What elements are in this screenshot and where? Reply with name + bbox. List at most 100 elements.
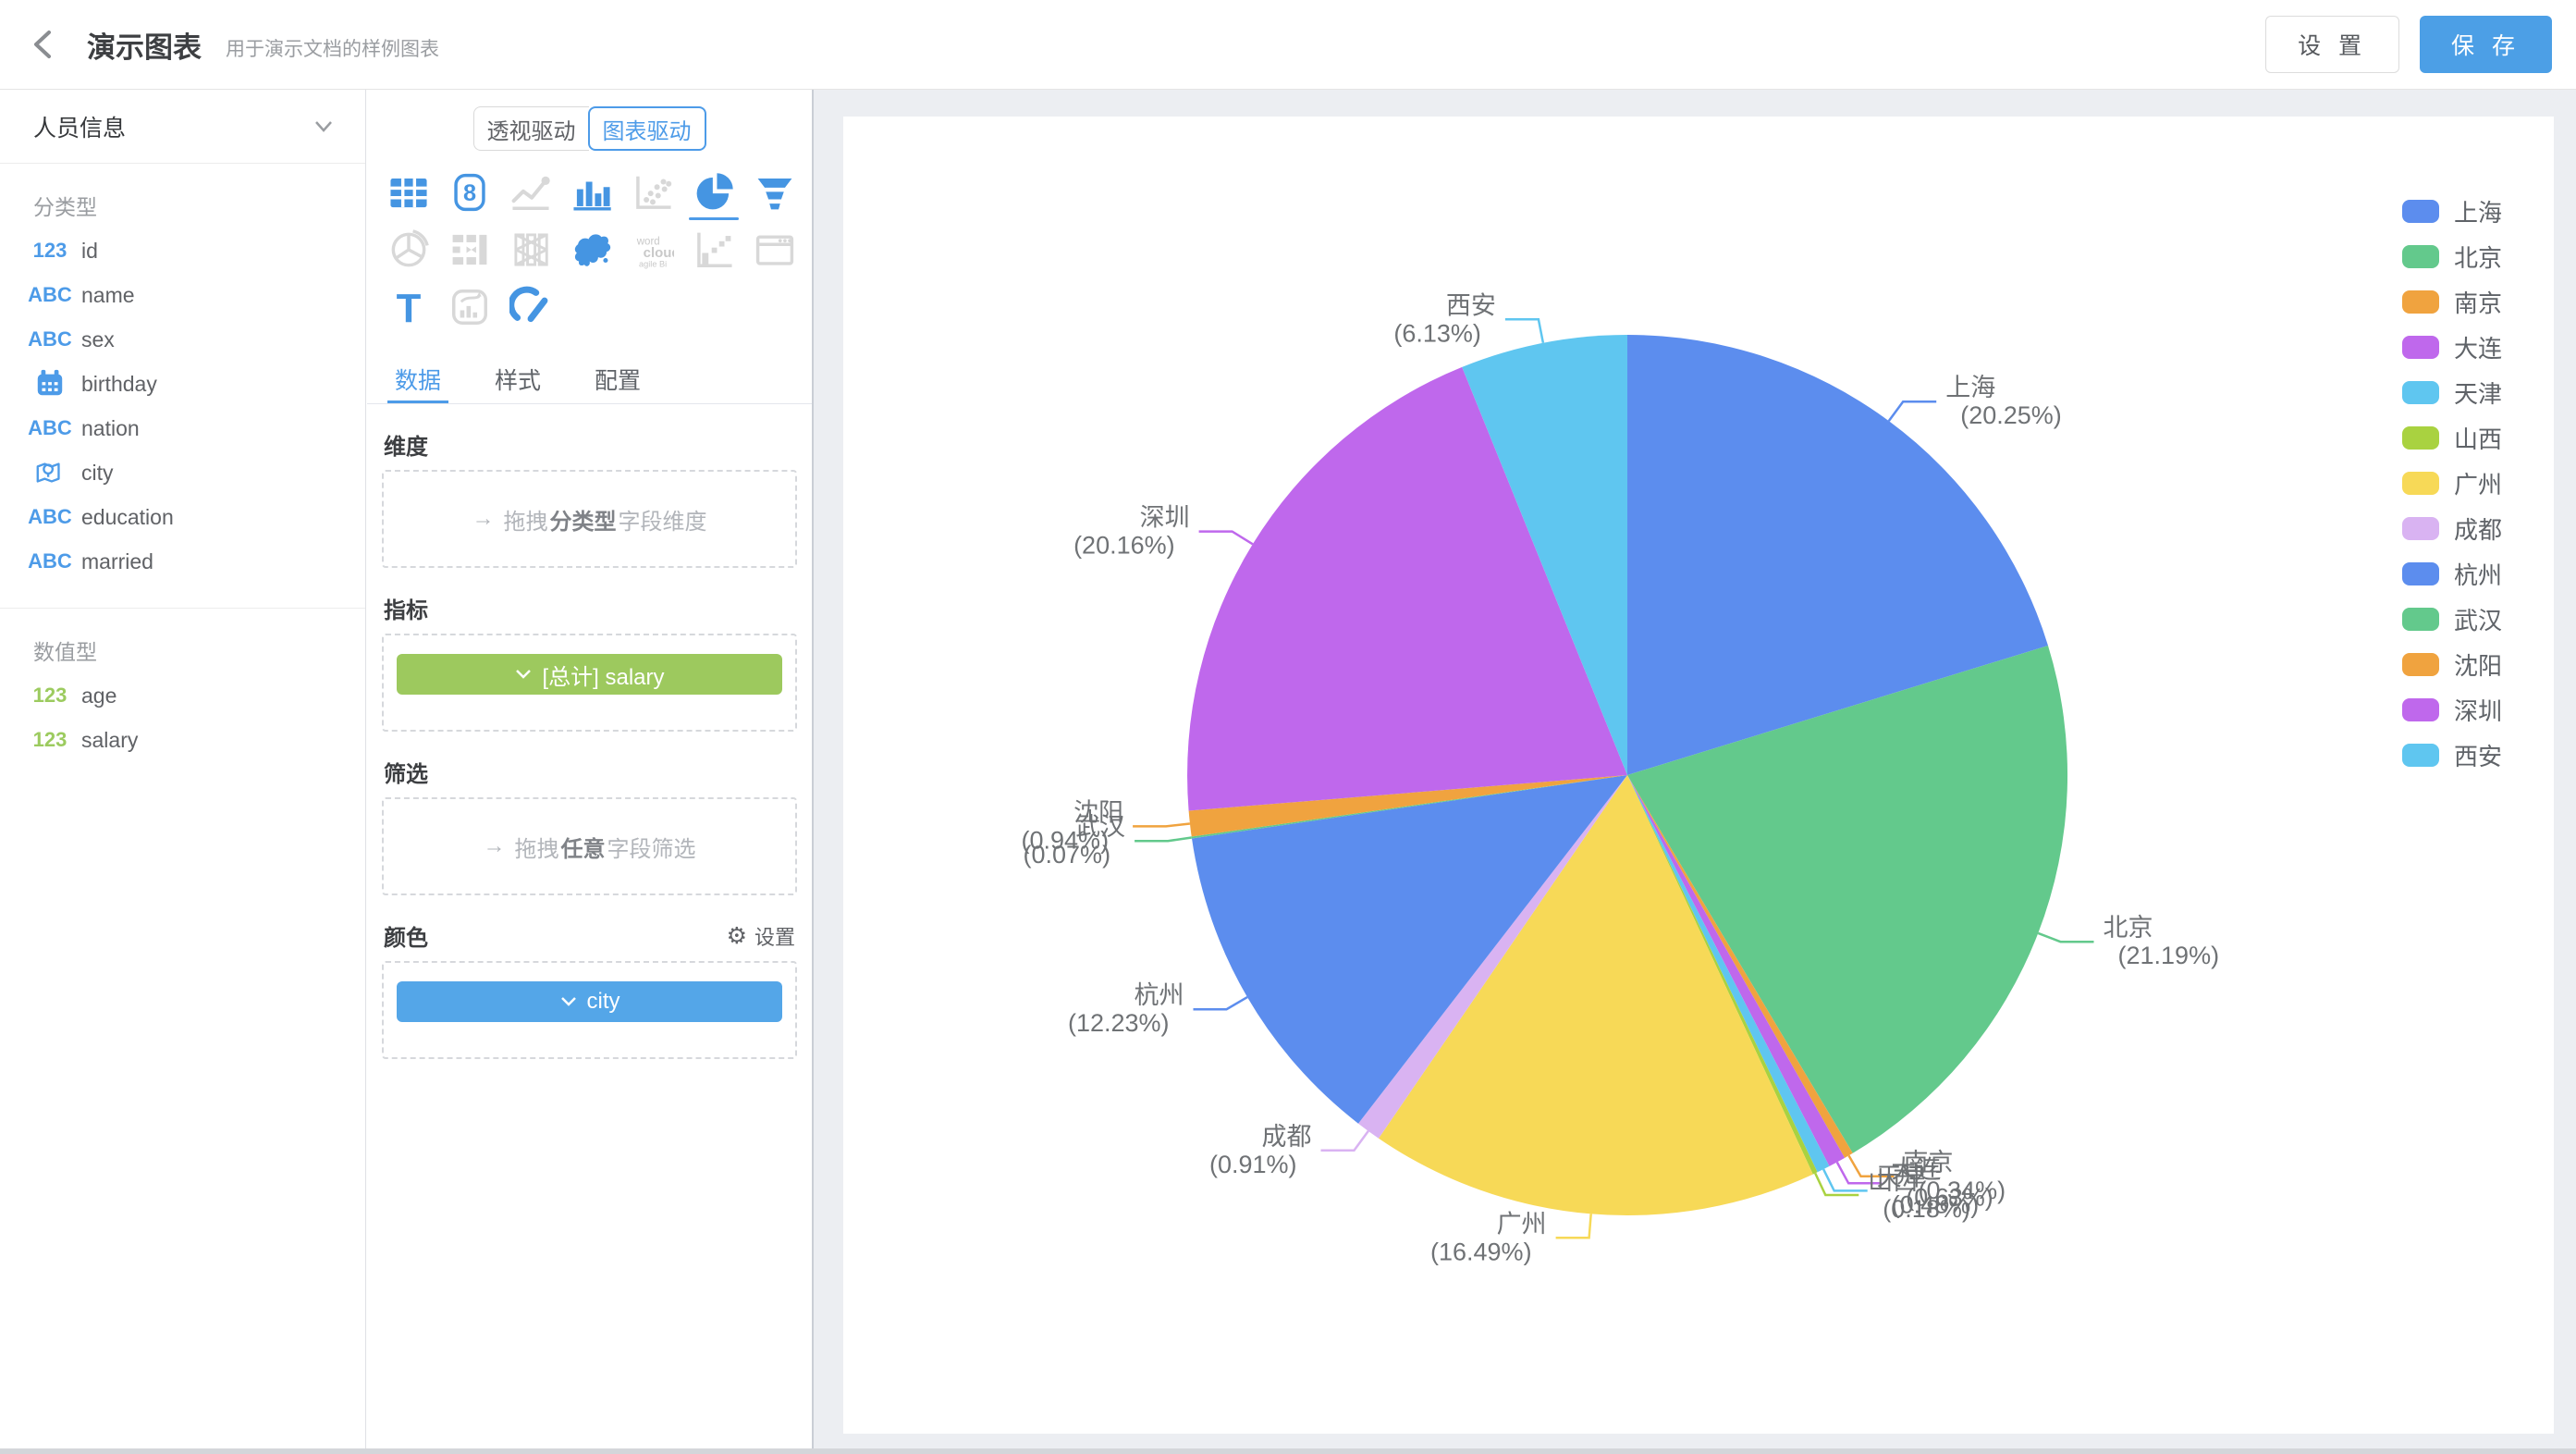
tab-style[interactable]: 样式 xyxy=(495,368,542,394)
chart-type-table[interactable] xyxy=(378,164,439,221)
legend-label: 大连 xyxy=(2454,335,2503,363)
chart-type-gantt[interactable] xyxy=(439,221,500,278)
pie-slice-北京[interactable] xyxy=(1627,646,2068,1153)
chart-type-rose-pie[interactable] xyxy=(378,221,439,278)
legend-item-武汉[interactable]: 武汉 xyxy=(2402,597,2502,642)
legend-item-西安[interactable]: 西安 xyxy=(2402,733,2502,778)
pie-label-南京: 南京(0.34%) xyxy=(1904,1149,2006,1204)
legend-item-南京[interactable]: 南京 xyxy=(2402,279,2502,325)
pie-slice-武汉[interactable] xyxy=(1191,775,1627,839)
legend-swatch xyxy=(2402,698,2439,721)
field-sex[interactable]: ABC sex xyxy=(0,317,365,362)
metric-pill-salary[interactable]: [总计] salary xyxy=(397,654,782,695)
section-label-categorical: 分类型 xyxy=(33,195,97,219)
tab-data[interactable]: 数据 xyxy=(387,358,449,403)
pie-slice-上海[interactable] xyxy=(1627,335,2048,775)
pie-slice-西安[interactable] xyxy=(1462,335,1627,775)
tab-config[interactable]: 配置 xyxy=(595,368,642,394)
scatter-plot-icon xyxy=(636,176,672,209)
number-field-icon: 123 xyxy=(32,239,67,262)
legend-item-大连[interactable]: 大连 xyxy=(2402,325,2502,370)
pie-slice-成都[interactable] xyxy=(1358,775,1627,1139)
legend-item-广州[interactable]: 广州 xyxy=(2402,461,2502,506)
china-map-icon xyxy=(574,234,611,266)
legend-item-成都[interactable]: 成都 xyxy=(2402,506,2502,551)
legend-swatch xyxy=(2402,608,2439,631)
dataset-header[interactable]: 人员信息 xyxy=(0,90,365,164)
chart-type-funnel[interactable] xyxy=(744,164,805,221)
field-city[interactable]: city xyxy=(0,450,365,495)
metric-dropzone[interactable]: [总计] salary xyxy=(382,634,797,732)
pie-label-山西: 山西(0.18%) xyxy=(1868,1167,1970,1223)
field-nation[interactable]: ABC nation xyxy=(0,406,365,450)
legend-item-上海[interactable]: 上海 xyxy=(2402,189,2502,234)
chart-type-word-cloud[interactable]: word cloud agile Bi xyxy=(622,221,683,278)
number-field-icon: 123 xyxy=(32,728,67,751)
legend-item-深圳[interactable]: 深圳 xyxy=(2402,687,2502,733)
bottom-scrollbar-track[interactable] xyxy=(0,1448,2576,1454)
toggle-chart-driven[interactable]: 图表驱动 xyxy=(587,106,706,151)
pie-chart: 上海(20.25%) 北京(21.19%) 南京(0.34%)大连(0.63%)天津… xyxy=(1022,291,2220,1265)
text-icon: T xyxy=(397,286,422,328)
section-divider xyxy=(0,608,365,609)
field-education[interactable]: ABC education xyxy=(0,495,365,539)
chart-type-text[interactable]: T xyxy=(378,278,439,336)
chevron-down-icon xyxy=(516,670,532,679)
pie-slice-南京[interactable] xyxy=(1627,775,1853,1158)
pie-slice-沈阳[interactable] xyxy=(1188,775,1627,837)
filter-dropzone[interactable]: → 拖拽 任意 字段筛选 xyxy=(382,797,797,895)
legend-label: 广州 xyxy=(2454,471,2503,499)
legend-item-沈阳[interactable]: 沈阳 xyxy=(2402,642,2502,687)
chart-type-combo-card[interactable] xyxy=(439,278,500,336)
settings-button[interactable]: 设 置 xyxy=(2265,16,2400,73)
pie-slice-天津[interactable] xyxy=(1627,775,1830,1173)
pie-slice-大连[interactable] xyxy=(1627,775,1846,1166)
pie-slice-杭州[interactable] xyxy=(1192,775,1627,1124)
chart-type-kpi-card[interactable]: 8 xyxy=(439,164,500,221)
chart-config-panel: 透视驱动 图表驱动 8 xyxy=(367,90,814,1448)
drag-arrow-icon: → xyxy=(472,506,495,531)
pie-label-大连: 大连(0.63%) xyxy=(1891,1155,1993,1211)
color-label: 颜色 xyxy=(384,926,428,951)
chart-type-candlestick[interactable] xyxy=(500,221,561,278)
legend-item-杭州[interactable]: 杭州 xyxy=(2402,551,2502,597)
color-pill-city[interactable]: city xyxy=(397,981,782,1022)
color-dropzone[interactable]: city xyxy=(382,961,797,1059)
field-married[interactable]: ABC married xyxy=(0,539,365,584)
field-birthday[interactable]: birthday xyxy=(0,362,365,406)
field-age[interactable]: 123 age xyxy=(0,673,365,718)
toggle-pivot-driven[interactable]: 透视驱动 xyxy=(472,106,589,151)
chart-type-china-map[interactable] xyxy=(561,221,622,278)
legend-item-山西[interactable]: 山西 xyxy=(2402,415,2502,461)
label-leader-沈阳 xyxy=(1133,822,1191,828)
legend-item-北京[interactable]: 北京 xyxy=(2402,234,2502,279)
field-name[interactable]: ABC name xyxy=(0,273,365,317)
chart-type-scatter-plot[interactable] xyxy=(622,164,683,221)
save-button[interactable]: 保 存 xyxy=(2420,16,2552,73)
legend-swatch xyxy=(2402,245,2439,268)
back-button[interactable] xyxy=(24,24,65,65)
legend-swatch xyxy=(2402,562,2439,585)
legend-label: 南京 xyxy=(2454,290,2503,317)
legend-item-天津[interactable]: 天津 xyxy=(2402,370,2502,415)
field-id[interactable]: 123 id xyxy=(0,228,365,273)
label-leader-成都 xyxy=(1320,1130,1369,1152)
chart-type-web-frame[interactable] xyxy=(744,221,805,278)
chart-type-pie-chart[interactable] xyxy=(683,164,744,221)
legend-label: 山西 xyxy=(2454,425,2503,453)
pie-label-杭州: 杭州(12.23%) xyxy=(1068,981,1184,1037)
text-field-icon: ABC xyxy=(28,549,72,573)
chart-type-gauge[interactable] xyxy=(500,278,561,336)
color-settings-button[interactable]: ⚙ 设置 xyxy=(726,922,795,949)
dataset-name: 人员信息 xyxy=(33,115,127,142)
pie-slice-广州[interactable] xyxy=(1379,775,1813,1216)
legend-swatch xyxy=(2402,426,2439,450)
dimension-dropzone[interactable]: → 拖拽 分类型 字段维度 xyxy=(382,470,797,568)
chart-type-line-chart[interactable] xyxy=(500,164,561,221)
pie-slice-山西[interactable] xyxy=(1627,775,1818,1175)
chart-type-pareto[interactable] xyxy=(683,221,744,278)
label-leader-山西 xyxy=(1814,1172,1859,1197)
field-salary[interactable]: 123 salary xyxy=(0,718,365,762)
pie-slice-深圳[interactable] xyxy=(1187,366,1627,811)
chart-type-bar-chart[interactable] xyxy=(561,164,622,221)
